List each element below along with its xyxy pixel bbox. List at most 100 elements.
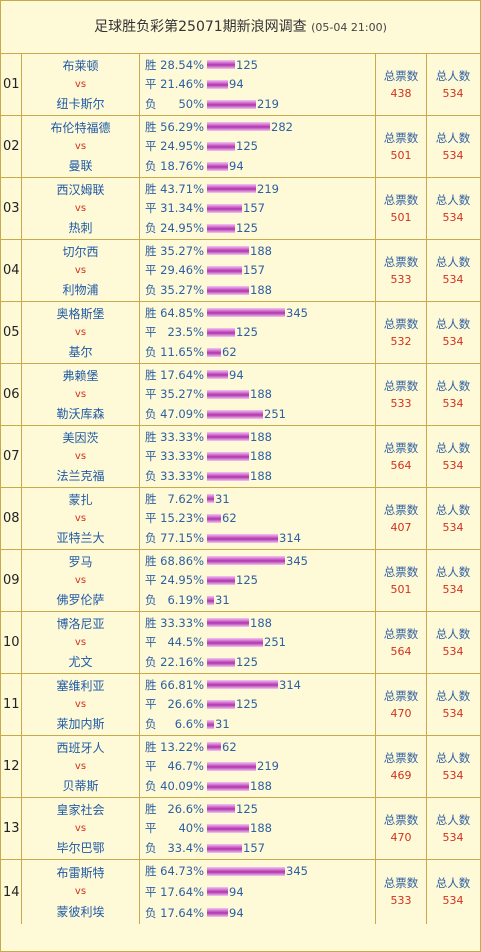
draw-bar (207, 699, 235, 709)
match-teams: 皇家社会 vs 毕尔巴鄂 (22, 798, 140, 859)
draw-percent: 21.46% (160, 77, 204, 92)
home-team[interactable]: 布莱顿 (62, 59, 99, 74)
loss-count: 125 (236, 221, 258, 236)
draw-line: 平 31.34% 157 (145, 199, 375, 217)
home-team[interactable]: 博洛尼亚 (56, 617, 105, 632)
draw-label: 平 (145, 821, 157, 836)
loss-percent: 47.09% (160, 407, 204, 422)
total-votes: 总票数 501 (376, 116, 427, 177)
loss-bar (207, 347, 221, 357)
draw-percent: 24.95% (160, 573, 204, 588)
win-count: 345 (286, 864, 308, 879)
loss-bar (207, 409, 263, 419)
draw-percent: 15.23% (160, 511, 204, 526)
match-teams: 切尔西 vs 利物浦 (22, 240, 140, 301)
win-bar (207, 122, 270, 132)
vs-label: vs (74, 886, 87, 898)
vs-label: vs (74, 388, 87, 400)
away-team[interactable]: 尤文 (68, 654, 93, 669)
loss-bar (207, 285, 249, 295)
vs-label: vs (74, 326, 87, 338)
total-votes-label: 总票数 (383, 812, 419, 827)
home-team[interactable]: 皇家社会 (56, 803, 105, 818)
draw-label: 平 (145, 387, 157, 402)
draw-line: 平 35.27% 188 (145, 385, 375, 403)
table-row: 01 布莱顿 vs 纽卡斯尔 胜 28.54% 125 平 21.46% 94 … (1, 54, 480, 116)
total-votes: 总票数 564 (376, 426, 427, 487)
win-line: 胜 68.86% 345 (145, 552, 375, 570)
away-team[interactable]: 曼联 (68, 158, 93, 173)
match-number: 05 (1, 302, 22, 363)
home-team[interactable]: 切尔西 (62, 245, 99, 260)
home-team[interactable]: 奥格斯堡 (56, 307, 105, 322)
away-team[interactable]: 勒沃库森 (56, 406, 105, 421)
win-percent: 26.6% (167, 801, 204, 816)
away-team[interactable]: 纽卡斯尔 (56, 96, 105, 111)
away-team[interactable]: 基尔 (68, 344, 93, 359)
win-percent: 43.71% (160, 181, 204, 196)
match-number: 09 (1, 550, 22, 611)
vs-label: vs (74, 264, 87, 276)
home-team[interactable]: 西班牙人 (56, 741, 105, 756)
total-votes-label: 总票数 (383, 440, 419, 455)
loss-label: 负 (145, 345, 157, 360)
draw-label: 平 (145, 573, 157, 588)
home-team[interactable]: 布伦特福德 (50, 121, 111, 136)
home-team[interactable]: 塞维利亚 (56, 679, 105, 694)
away-team[interactable]: 亚特兰大 (56, 530, 105, 545)
home-team[interactable]: 蒙扎 (68, 493, 93, 508)
vote-bars: 胜 66.81% 314 平 26.6% 125 负 6.6% 31 (140, 674, 376, 735)
home-team[interactable]: 罗马 (68, 555, 93, 570)
match-teams: 博洛尼亚 vs 尤文 (22, 612, 140, 673)
total-votes-label: 总票数 (383, 876, 419, 890)
total-votes-value: 533 (390, 272, 412, 286)
win-line: 胜 7.62% 31 (145, 490, 375, 508)
win-line: 胜 26.6% 125 (145, 800, 375, 818)
total-votes: 总票数 438 (376, 54, 427, 115)
total-people-label: 总人数 (435, 378, 471, 393)
away-team[interactable]: 毕尔巴鄂 (56, 840, 105, 855)
home-team[interactable]: 布雷斯特 (56, 865, 105, 880)
win-bar (207, 432, 249, 442)
total-votes: 总票数 407 (376, 488, 427, 549)
away-team[interactable]: 热刺 (68, 220, 93, 235)
table-row: 09 罗马 vs 佛罗伦萨 胜 68.86% 345 平 24.95% 125 … (1, 550, 480, 612)
vote-bars: 胜 7.62% 31 平 15.23% 62 负 77.15% 314 (140, 488, 376, 549)
home-team[interactable]: 西汉姆联 (56, 183, 105, 198)
away-team[interactable]: 贝蒂斯 (62, 778, 99, 793)
draw-bar (207, 823, 249, 833)
loss-line: 负 40.09% 188 (145, 777, 375, 795)
away-team[interactable]: 蒙彼利埃 (56, 905, 105, 920)
loss-count: 219 (257, 97, 279, 112)
total-votes: 总票数 533 (376, 240, 427, 301)
away-team[interactable]: 法兰克福 (56, 468, 105, 483)
draw-label: 平 (145, 635, 157, 650)
total-votes-value: 501 (390, 148, 412, 162)
away-team[interactable]: 佛罗伦萨 (56, 592, 105, 607)
win-line: 胜 56.29% 282 (145, 118, 375, 136)
home-team[interactable]: 弗赖堡 (62, 369, 99, 384)
loss-line: 负 11.65% 62 (145, 343, 375, 361)
away-team[interactable]: 利物浦 (62, 282, 99, 297)
win-bar (207, 680, 278, 690)
total-people: 总人数 534 (427, 426, 479, 487)
match-table: 01 布莱顿 vs 纽卡斯尔 胜 28.54% 125 平 21.46% 94 … (1, 54, 480, 924)
title-time: (05-04 21:00) (311, 21, 387, 34)
away-team[interactable]: 莱加内斯 (56, 716, 105, 731)
loss-label: 负 (145, 221, 157, 236)
loss-bar (207, 161, 228, 171)
loss-line: 负 33.33% 188 (145, 467, 375, 485)
vote-bars: 胜 13.22% 62 平 46.7% 219 负 40.09% 188 (140, 736, 376, 797)
total-votes: 总票数 533 (376, 364, 427, 425)
draw-label: 平 (145, 759, 157, 774)
draw-label: 平 (145, 511, 157, 526)
total-people-label: 总人数 (435, 130, 471, 145)
win-count: 188 (250, 243, 272, 258)
total-votes-label: 总票数 (383, 378, 419, 393)
total-people-label: 总人数 (435, 502, 471, 517)
win-line: 胜 17.64% 94 (145, 366, 375, 384)
home-team[interactable]: 美因茨 (62, 431, 99, 446)
draw-label: 平 (145, 77, 157, 92)
draw-bar (207, 761, 256, 771)
match-number: 08 (1, 488, 22, 549)
